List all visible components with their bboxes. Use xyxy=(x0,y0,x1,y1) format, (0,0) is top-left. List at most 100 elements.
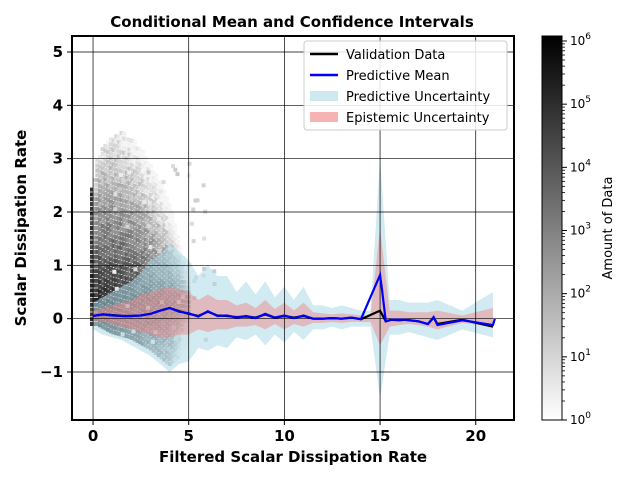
epistemic-uncertainty-band xyxy=(93,228,493,346)
density-cell xyxy=(143,223,148,228)
density-cell xyxy=(100,252,105,257)
y-tick-label: 5 xyxy=(53,43,63,61)
colorbar-label: Amount of Data xyxy=(601,177,616,280)
density-cell xyxy=(98,232,103,237)
density-cell xyxy=(135,166,140,171)
density-cell xyxy=(116,202,121,207)
density-cell xyxy=(130,220,135,225)
density-cell xyxy=(89,269,95,274)
density-cell xyxy=(130,278,135,283)
density-cell xyxy=(100,291,105,296)
density-cell xyxy=(124,142,130,147)
colorbar-tick-label: 101 xyxy=(570,348,591,364)
density-cell xyxy=(178,250,183,255)
density-cell xyxy=(122,280,127,285)
density-cell xyxy=(122,165,127,170)
y-tick-label: 3 xyxy=(53,150,63,168)
density-cell xyxy=(116,279,121,284)
density-cell xyxy=(140,183,146,188)
density-cell xyxy=(121,178,126,183)
density-cell xyxy=(132,198,138,203)
density-cell xyxy=(130,239,135,244)
density-cell xyxy=(92,278,97,283)
density-cell xyxy=(140,260,146,265)
density-cell xyxy=(148,197,154,202)
density-cell xyxy=(154,226,159,231)
density-cell xyxy=(103,259,108,264)
density-cell xyxy=(116,283,121,288)
density-cell xyxy=(164,220,170,225)
density-cell xyxy=(164,225,170,230)
density-cell xyxy=(124,204,130,209)
density-cell xyxy=(122,242,127,247)
density-cell xyxy=(92,259,97,264)
x-tick-label: 20 xyxy=(465,427,486,445)
density-cell xyxy=(103,191,108,196)
density-cell xyxy=(135,233,140,238)
density-cell xyxy=(124,214,130,219)
density-cell xyxy=(130,249,135,254)
density-cell xyxy=(124,271,130,276)
density-cell xyxy=(108,228,113,233)
density-cell xyxy=(111,248,116,253)
density-cell xyxy=(117,164,122,169)
density-cell xyxy=(95,278,100,283)
density-cell xyxy=(170,210,175,215)
density-cell xyxy=(92,274,97,278)
density-cell xyxy=(135,190,140,195)
density-cell xyxy=(138,205,143,210)
density-cell xyxy=(127,162,132,167)
density-cell xyxy=(122,256,127,261)
density-cell xyxy=(100,147,105,152)
density-cell xyxy=(89,298,95,302)
density-cell xyxy=(151,219,156,224)
density-cell xyxy=(111,224,116,229)
density-cell xyxy=(89,187,95,192)
density-cell xyxy=(162,189,167,194)
density-cell xyxy=(116,245,121,250)
density-cell xyxy=(124,233,130,238)
density-cell xyxy=(132,169,138,174)
density-cell xyxy=(127,224,132,229)
density-cell xyxy=(170,225,175,230)
density-cell xyxy=(135,204,140,209)
density-cell xyxy=(130,187,135,192)
density-cell xyxy=(119,222,124,227)
density-cell xyxy=(143,237,148,242)
density-cell xyxy=(154,216,159,221)
density-cell xyxy=(100,185,105,190)
density-cell xyxy=(132,260,138,265)
density-cell xyxy=(103,263,108,268)
density-cell xyxy=(103,283,108,288)
density-cell xyxy=(167,213,172,218)
density-cell xyxy=(114,211,119,216)
density-cell xyxy=(103,287,108,292)
density-cell xyxy=(119,155,124,160)
density-cell xyxy=(127,243,132,248)
density-cell xyxy=(146,253,151,258)
colorbar-tick-exponent: 0 xyxy=(585,411,591,421)
density-cell xyxy=(92,240,97,245)
density-cell xyxy=(151,233,156,238)
density-cell xyxy=(167,237,172,242)
density-cell xyxy=(122,198,127,203)
density-cell xyxy=(92,298,97,302)
density-cell xyxy=(92,245,97,250)
density-cell xyxy=(173,232,178,237)
density-cell xyxy=(89,235,95,240)
density-cell xyxy=(175,244,180,249)
density-cell xyxy=(132,154,138,159)
density-cell xyxy=(151,204,156,209)
predictive-uncertainty-band xyxy=(93,158,493,399)
density-cell xyxy=(98,241,103,246)
density-cell xyxy=(122,174,127,179)
density-cell xyxy=(143,232,148,237)
density-cell xyxy=(127,170,132,175)
density-cell xyxy=(108,218,113,223)
y-tick-label: 2 xyxy=(53,203,63,221)
density-cell xyxy=(138,191,143,196)
density-cell xyxy=(108,276,113,281)
density-cell xyxy=(118,186,123,191)
density-cell xyxy=(162,232,167,237)
density-cell xyxy=(98,193,103,198)
